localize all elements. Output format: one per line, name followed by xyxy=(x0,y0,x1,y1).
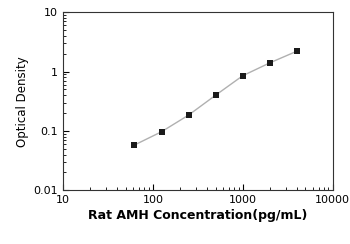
Point xyxy=(267,61,273,65)
Point xyxy=(240,74,245,78)
Point xyxy=(159,130,164,134)
Y-axis label: Optical Density: Optical Density xyxy=(16,56,29,147)
Point xyxy=(213,93,218,97)
X-axis label: Rat AMH Concentration(pg/mL): Rat AMH Concentration(pg/mL) xyxy=(88,209,307,222)
Point xyxy=(294,49,300,53)
Point xyxy=(186,113,191,117)
Point xyxy=(132,143,137,147)
